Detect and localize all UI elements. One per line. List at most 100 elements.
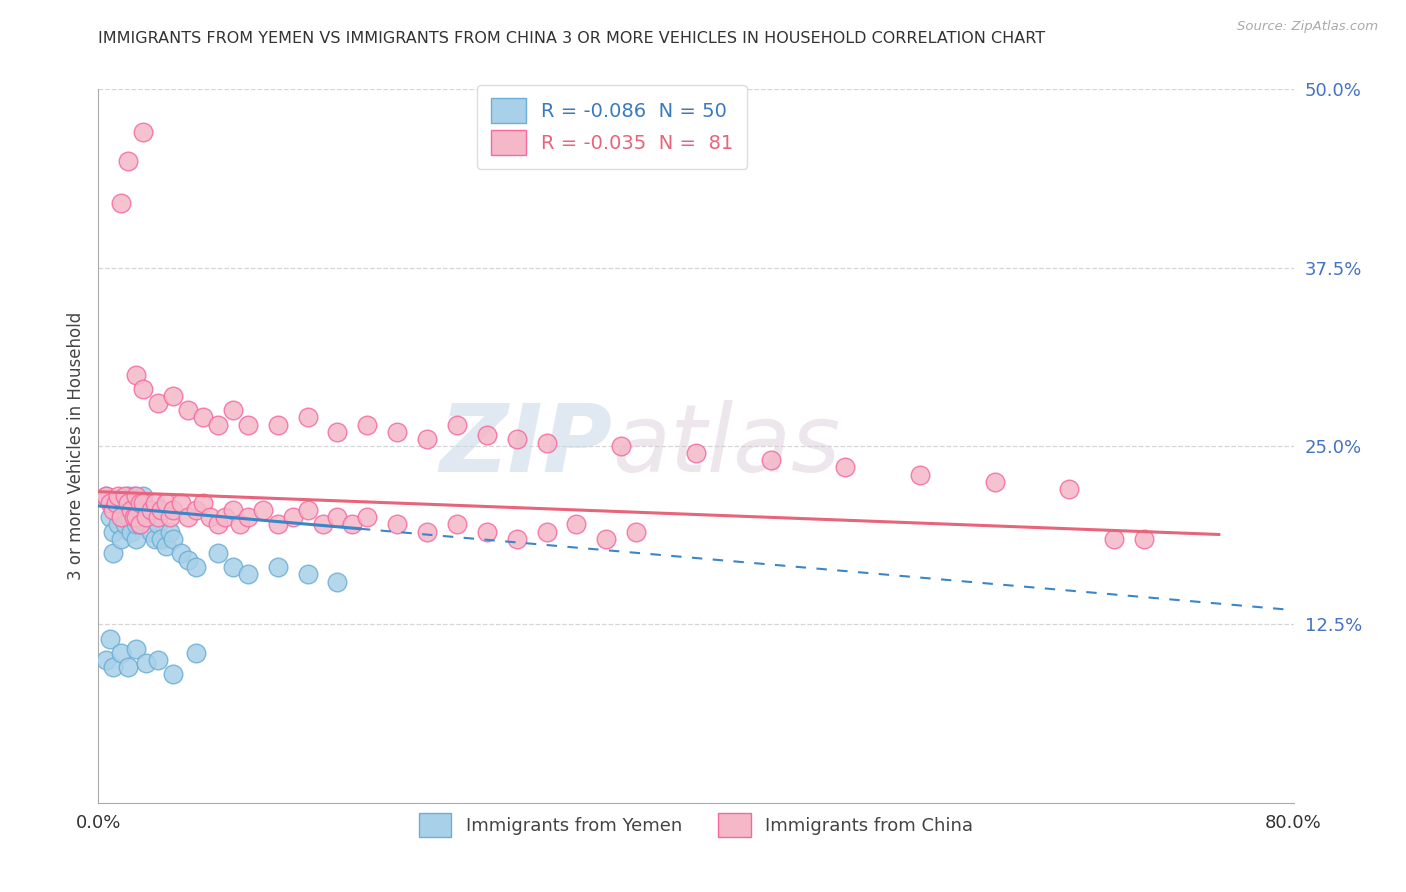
Point [1059,482,1081,496]
Point [267,517,290,532]
Point [236,510,259,524]
Point [148,653,170,667]
Point [139,524,162,539]
Point [834,460,856,475]
Point [112,510,135,524]
Point [125,510,148,524]
Point [120,503,142,517]
Point [191,496,214,510]
Point [326,510,349,524]
Point [177,403,200,417]
Point [117,489,139,503]
Point [222,503,245,517]
Point [155,496,177,510]
Y-axis label: 3 or more Vehicles in Household: 3 or more Vehicles in Household [66,312,84,580]
Point [159,510,181,524]
Point [446,417,468,432]
Point [184,560,207,574]
Point [416,524,439,539]
Point [125,368,148,382]
Point [446,517,468,532]
Point [107,517,129,532]
Point [129,496,152,510]
Point [132,382,155,396]
Point [595,532,617,546]
Point [129,517,152,532]
Point [162,532,184,546]
Point [162,667,184,681]
Point [356,417,378,432]
Point [124,510,146,524]
Point [124,489,146,503]
Point [114,489,136,503]
Point [214,510,236,524]
Text: Source: ZipAtlas.com: Source: ZipAtlas.com [1237,20,1378,33]
Point [326,574,349,589]
Point [105,496,128,510]
Point [117,660,139,674]
Point [117,510,139,524]
Point [98,632,122,646]
Point [610,439,633,453]
Point [105,496,128,510]
Point [184,646,207,660]
Point [103,546,125,560]
Point [207,546,229,560]
Point [125,489,148,503]
Point [125,532,148,546]
Point [114,517,136,532]
Point [759,453,782,467]
Point [110,510,132,524]
Text: ZIP: ZIP [440,400,613,492]
Point [184,503,207,517]
Point [150,532,173,546]
Point [356,510,378,524]
Point [207,517,229,532]
Point [139,503,162,517]
Point [385,425,409,439]
Point [135,656,157,670]
Point [103,503,125,517]
Point [207,417,229,432]
Point [536,436,558,450]
Point [143,532,166,546]
Point [191,410,214,425]
Point [506,432,529,446]
Point [107,489,129,503]
Point [132,496,155,510]
Point [150,503,173,517]
Point [506,532,529,546]
Point [229,517,252,532]
Point [267,560,290,574]
Point [536,524,558,539]
Point [908,467,931,482]
Point [200,510,222,524]
Point [135,510,157,524]
Point [159,524,181,539]
Point [98,510,122,524]
Point [326,425,349,439]
Text: IMMIGRANTS FROM YEMEN VS IMMIGRANTS FROM CHINA 3 OR MORE VEHICLES IN HOUSEHOLD C: IMMIGRANTS FROM YEMEN VS IMMIGRANTS FROM… [98,31,1046,46]
Point [129,496,152,510]
Legend: Immigrants from Yemen, Immigrants from China: Immigrants from Yemen, Immigrants from C… [412,806,980,844]
Point [297,410,319,425]
Point [103,660,125,674]
Point [297,503,319,517]
Point [129,517,152,532]
Point [685,446,707,460]
Point [1133,532,1156,546]
Point [236,567,259,582]
Point [1104,532,1126,546]
Point [125,517,148,532]
Point [94,653,117,667]
Point [110,196,132,211]
Point [94,489,117,503]
Point [132,125,155,139]
Point [103,524,125,539]
Point [148,510,170,524]
Point [177,553,200,567]
Point [475,524,498,539]
Point [125,510,148,524]
Point [148,396,170,410]
Point [984,475,1007,489]
